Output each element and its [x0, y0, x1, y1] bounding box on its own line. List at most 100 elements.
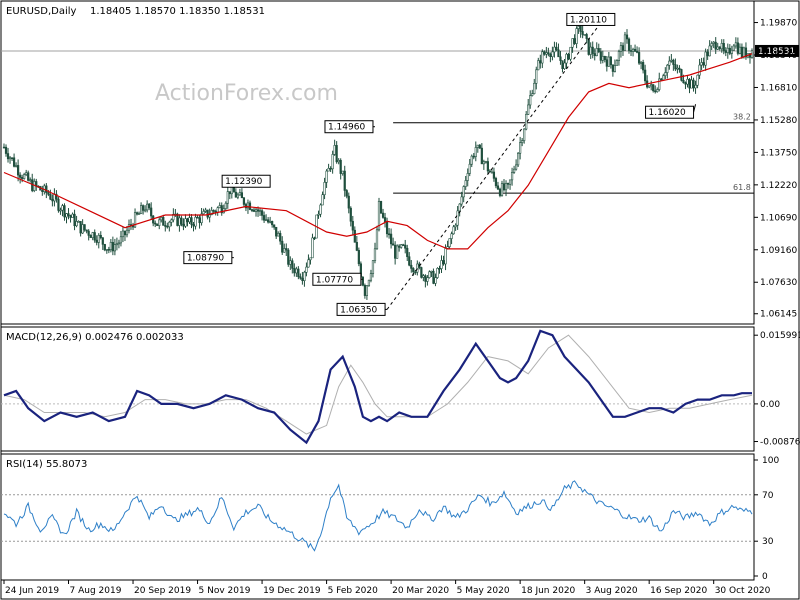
candle-body	[394, 244, 397, 259]
candle-body	[615, 60, 619, 66]
candle-body	[142, 205, 145, 211]
candle-body	[607, 56, 610, 67]
candle-body	[311, 237, 314, 259]
candle-body	[557, 49, 560, 58]
candle-body	[23, 174, 26, 179]
candle-body	[123, 230, 127, 236]
x-axis-label: 7 Aug 2019	[70, 586, 122, 596]
candle-body	[742, 47, 746, 58]
level-label: 1.16020	[649, 108, 686, 118]
rsi-line	[3, 480, 753, 552]
candle-body	[317, 213, 320, 216]
candle-body	[535, 69, 538, 84]
candle-body	[692, 79, 695, 89]
macd-line	[3, 329, 752, 445]
candle-body	[262, 215, 266, 221]
candle-body	[208, 214, 211, 218]
candle-body	[214, 210, 217, 213]
candle-body	[47, 192, 50, 195]
candle-body	[440, 260, 443, 269]
candle-body	[627, 38, 631, 51]
candle-body	[525, 114, 528, 130]
candle-body	[101, 237, 104, 245]
candle-body	[547, 52, 550, 55]
candle-body	[305, 266, 308, 273]
candle-body	[500, 183, 504, 196]
level-label: 1.07770	[316, 275, 353, 285]
macd-scale-label: 0.00	[760, 400, 780, 410]
candle-body	[248, 202, 252, 210]
candle-body	[452, 226, 455, 235]
candle-body	[49, 194, 52, 200]
candle-body	[708, 45, 711, 57]
candle-body	[426, 277, 429, 282]
candle-body	[357, 250, 360, 265]
candle-body	[307, 259, 310, 268]
candle-body	[597, 48, 600, 53]
level-box	[336, 302, 386, 316]
candle-body	[706, 51, 709, 57]
candle-body	[55, 193, 58, 200]
price-scale-label: 1.09160	[760, 246, 797, 256]
candle-body	[25, 172, 28, 175]
level-box	[324, 120, 374, 134]
candle-body	[694, 84, 697, 89]
candle-body	[349, 207, 352, 222]
candle-body	[674, 64, 677, 70]
candle-body	[650, 84, 653, 87]
candle-body	[369, 273, 373, 281]
candle-body	[258, 210, 262, 212]
candle-body	[347, 195, 350, 209]
candle-body	[684, 82, 687, 85]
candle-body	[139, 205, 143, 214]
candle-body	[4, 146, 8, 154]
candle-body	[188, 217, 191, 223]
candle-body	[529, 95, 532, 106]
candle-body	[93, 232, 96, 241]
candle-body	[77, 221, 80, 223]
x-axis-label: 5 May 2020	[457, 586, 510, 596]
candle-body	[593, 53, 596, 57]
candle-body	[561, 60, 564, 70]
candle-body	[734, 42, 737, 47]
candle-body	[670, 59, 673, 62]
macd-signal-line	[3, 334, 753, 435]
candle-body	[67, 213, 70, 216]
candle-body	[45, 185, 48, 194]
candle-body	[103, 244, 106, 251]
candle-body	[644, 69, 647, 82]
candle-body	[506, 183, 510, 185]
candle-body	[543, 51, 546, 55]
candle-body	[563, 62, 566, 70]
candle-body	[422, 275, 425, 278]
trendline	[386, 17, 606, 310]
candle-body	[633, 48, 637, 52]
candle-body	[385, 221, 389, 235]
candle-body	[341, 170, 344, 174]
candle-body	[621, 45, 625, 51]
candle-body	[648, 85, 651, 88]
candle-body	[732, 45, 735, 51]
candle-body	[537, 60, 540, 71]
candle-body	[329, 168, 332, 170]
candle-body	[194, 216, 197, 227]
candle-body	[676, 67, 679, 70]
candle-body	[144, 209, 147, 212]
candle-body	[121, 230, 125, 238]
candle-body	[569, 46, 572, 60]
candle-body	[242, 197, 246, 205]
candle-body	[541, 51, 544, 64]
candle-body	[402, 244, 405, 246]
candle-body	[573, 38, 576, 44]
candle-body	[377, 200, 381, 231]
x-axis-label: 30 Oct 2020	[715, 586, 771, 596]
candle-body	[236, 194, 239, 198]
candle-body	[254, 209, 258, 212]
candle-body	[595, 48, 598, 57]
price-scale-label: 1.10690	[760, 213, 797, 223]
candle-body	[450, 233, 453, 239]
level-label: 1.14960	[328, 123, 365, 133]
candle-body	[383, 217, 387, 223]
candle-body	[184, 218, 187, 227]
candle-body	[269, 221, 272, 223]
